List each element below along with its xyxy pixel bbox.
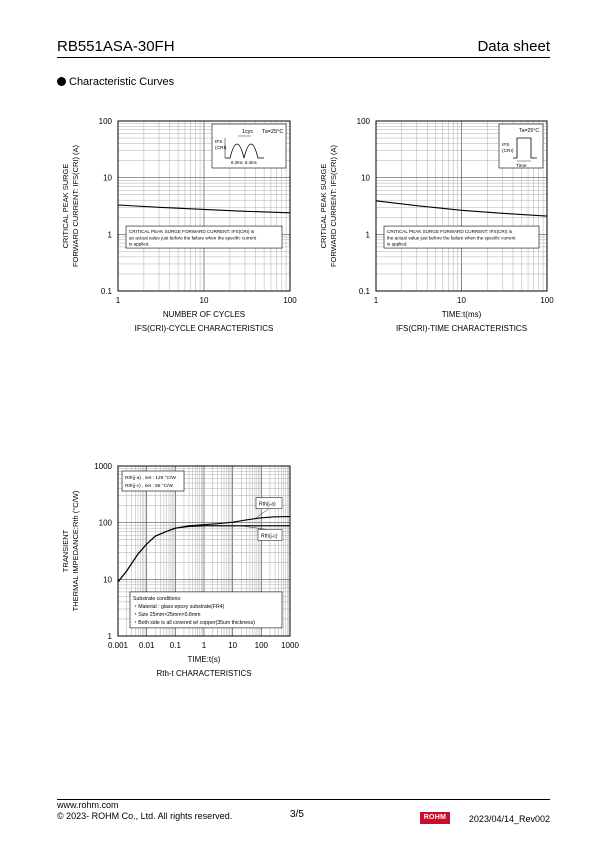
inset-pulse xyxy=(513,137,537,159)
y-tick-label: 1 xyxy=(108,230,113,239)
note-line: is applied. xyxy=(387,242,408,247)
inset-cycle-label: 1cyc xyxy=(242,129,254,135)
x-axis-label: TIME:t(ms) xyxy=(442,310,482,319)
chart-3: 0.001 0.01 0.1 1 10 100 1000 1 10 100 1000 TRANSIEN… xyxy=(61,462,299,678)
section-heading: Characteristic Curves xyxy=(57,76,174,88)
section-title: Characteristic Curves xyxy=(69,76,175,88)
y-axis-label-line: FORWARD CURRENT: IFS(CRI) (A) xyxy=(329,144,338,267)
plot-frame xyxy=(375,120,548,292)
note-box xyxy=(129,591,283,629)
series-label-box xyxy=(257,529,283,541)
legend-box xyxy=(121,470,185,492)
note-line: is applied. xyxy=(129,242,150,247)
legend-line: Rth(j-a) , set : 129 °C/W xyxy=(125,475,176,481)
series-line-1 xyxy=(375,200,548,217)
y-axis-label-line: FORWARD CURRENT: IFS(CRI) (A) xyxy=(71,144,80,267)
y-tick-label: 100 xyxy=(357,117,371,126)
inset-temp-label: Ta=25°C xyxy=(262,129,283,135)
inset-time-label: Time xyxy=(516,163,527,169)
note-line: the actual value just before the failure… xyxy=(387,235,516,240)
x-tick-label: 0.001 xyxy=(108,641,129,650)
y-tick-label: 1 xyxy=(108,632,113,641)
series-line-1 xyxy=(117,204,291,214)
x-tick-label: 10 xyxy=(228,641,237,650)
y-axis-label-line: TRANSIENT xyxy=(61,529,70,572)
legend-line: Rth(j-c) , set : 55 °C/W xyxy=(125,483,173,489)
y-axis-label: CRITICAL PEAK SURGE FORWARD CURRENT: IFS(… xyxy=(61,144,80,267)
bullet-icon xyxy=(57,77,66,86)
y-tick-label: 0.1 xyxy=(359,287,371,296)
chart-caption: IFS(CRI)-CYCLE CHARACTERISTICS xyxy=(135,324,274,333)
inset-box xyxy=(211,123,287,169)
note-line: CRITICAL PEAK SURGE FORWARD CURRENT: IFS… xyxy=(129,229,255,234)
plot-frame xyxy=(117,120,291,292)
x-tick-label: 100 xyxy=(540,296,554,305)
chart-caption: Rth-t CHARACTERISTICS xyxy=(156,669,251,678)
series-label: Rth(j-a) xyxy=(259,502,276,508)
note-line: CRITICAL PEAK SURGE FORWARD CURRENT: IFS… xyxy=(387,229,513,234)
rohm-logo: ROHM xyxy=(420,812,450,824)
y-tick-label: 10 xyxy=(361,174,370,183)
y-tick-label: 0.1 xyxy=(101,287,113,296)
y-tick-label: 1000 xyxy=(94,462,112,471)
y-tick-label: 10 xyxy=(103,575,112,584)
x-tick-label: 1 xyxy=(374,296,379,305)
x-tick-label: 100 xyxy=(283,296,297,305)
doc-type-label: Data sheet xyxy=(477,38,550,55)
note-line: ・Material : glass epoxy substrate(FR4) xyxy=(133,604,225,610)
inset-waveform xyxy=(225,143,264,159)
x-tick-label: 0.1 xyxy=(170,641,182,650)
x-tick-label: 10 xyxy=(457,296,466,305)
x-tick-label: 1 xyxy=(116,296,121,305)
y-tick-label: 1 xyxy=(366,230,371,239)
page-number: 3/5 xyxy=(290,809,304,820)
inset-box xyxy=(498,123,544,169)
inset-ifs-label: IFS xyxy=(215,139,222,145)
leader-line xyxy=(254,508,270,519)
inset-temp-label: Ta=25°C xyxy=(519,128,539,134)
y-axis-label: CRITICAL PEAK SURGE FORWARD CURRENT: IFS(… xyxy=(319,144,338,267)
header-rule xyxy=(57,57,550,58)
footer-rule xyxy=(57,799,550,800)
inset-cri-label: (CRI) xyxy=(502,148,514,154)
inset-ms-label: 8.3ms xyxy=(231,160,243,165)
inset-ifs-label: IFS xyxy=(502,142,509,148)
x-axis-label: TIME:t(s) xyxy=(188,655,221,664)
y-tick-label: 10 xyxy=(103,174,112,183)
note-box xyxy=(383,225,540,249)
series-line-2 xyxy=(117,525,290,583)
note-line: ・Both side is all covered w/ copper(35um… xyxy=(133,620,255,626)
note-line: Substrate conditions: xyxy=(133,596,181,602)
footer-url[interactable]: www.rohm.com xyxy=(57,800,119,810)
y-axis-label-line: THERMAL IMPEDANCE:Rth (°C/W) xyxy=(71,490,80,611)
y-axis-label: TRANSIENT THERMAL IMPEDANCE:Rth (°C/W) xyxy=(61,490,80,611)
note-box xyxy=(125,225,283,249)
series-label: Rth(j-c) xyxy=(261,533,278,539)
plot-frame xyxy=(117,465,291,637)
note-line: ・Size 25mm×25mm×0.8mm xyxy=(133,612,200,618)
inset-cri-label: (CRI) xyxy=(215,145,227,151)
note-line: an actual value just before the failure … xyxy=(129,235,257,240)
leader-line xyxy=(241,525,267,530)
y-tick-label: 100 xyxy=(99,519,113,528)
y-axis-label-line: CRITICAL PEAK SURGE xyxy=(319,164,328,249)
inset-ms-label: 8.3ms xyxy=(245,160,257,165)
footer-revision: 2023/04/14_Rev002 xyxy=(468,814,550,824)
y-axis-label-line: CRITICAL PEAK SURGE xyxy=(61,164,70,249)
x-tick-label: 100 xyxy=(255,641,269,650)
y-tick-label: 100 xyxy=(99,117,113,126)
x-tick-label: 0.01 xyxy=(139,641,155,650)
part-number: RB551ASA-30FH xyxy=(57,38,175,55)
x-tick-label: 10 xyxy=(200,296,209,305)
x-axis-label: NUMBER OF CYCLES xyxy=(163,310,245,319)
x-tick-label: 1000 xyxy=(281,641,299,650)
footer-copyright: © 2023- ROHM Co., Ltd. All rights reserv… xyxy=(57,811,233,821)
chart-caption: IFS(CRI)-TIME CHARACTERISTICS xyxy=(396,324,527,333)
x-tick-label: 1 xyxy=(202,641,207,650)
